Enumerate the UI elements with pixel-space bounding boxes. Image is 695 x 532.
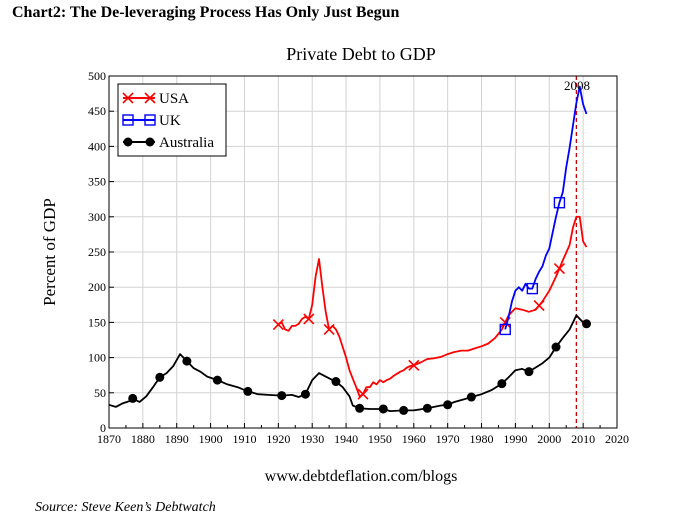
series-marker-usa-stroke xyxy=(272,318,284,331)
figure-heading: Chart2: The De-leveraging Process Has On… xyxy=(12,4,400,21)
series-marker-uk xyxy=(526,282,539,295)
x-tick-label: 2010 xyxy=(571,432,595,446)
series-marker-australia xyxy=(551,342,561,352)
source-note: Source: Steve Keen’s Debtwatch xyxy=(35,500,216,515)
x-tick-label: 2020 xyxy=(605,432,629,446)
x-tick-label: 1950 xyxy=(368,432,392,446)
legend-label-uk: UK xyxy=(159,113,181,129)
x-tick-label: 1870 xyxy=(97,432,121,446)
series-marker-usa-stroke xyxy=(408,359,420,371)
y-tick-label: 250 xyxy=(88,245,106,259)
series-marker-australia xyxy=(466,392,476,402)
y-axis-label: Percent of GDP xyxy=(40,198,59,306)
series-usa xyxy=(272,215,588,400)
legend-marker-usa xyxy=(122,92,134,104)
legend-item-uk: UK xyxy=(122,113,181,129)
chart-title: Private Debt to GDP xyxy=(286,44,435,64)
y-tick-label: 400 xyxy=(88,139,106,153)
series-marker-usa-stroke xyxy=(357,388,369,400)
series-marker-usa xyxy=(303,313,315,325)
y-tick-label: 150 xyxy=(88,315,106,329)
series-marker-australia xyxy=(399,405,409,415)
x-tick-label: 1880 xyxy=(131,432,155,446)
legend-item-usa: USA xyxy=(122,91,189,107)
series-marker-usa-stroke xyxy=(323,323,335,336)
y-tick-label: 0 xyxy=(100,421,106,435)
legend-marker-australia xyxy=(145,137,155,147)
series-uk xyxy=(499,85,588,336)
x-tick-label: 1970 xyxy=(436,432,460,446)
x-tick-label: 1940 xyxy=(334,432,358,446)
legend-marker-usa-stroke xyxy=(122,92,134,104)
series-marker-australia xyxy=(355,403,365,413)
y-tick-label: 200 xyxy=(88,280,106,294)
series-marker-usa xyxy=(533,299,545,312)
series-line-australia xyxy=(108,314,587,412)
series-marker-uk xyxy=(553,197,566,209)
y-tick-label: 50 xyxy=(94,386,106,400)
series-marker-usa xyxy=(357,388,369,400)
legend: USA UK Australia xyxy=(117,83,227,157)
series-marker-australia xyxy=(155,372,165,382)
series-layer xyxy=(108,85,592,415)
y-tick-label: 350 xyxy=(88,175,106,189)
annotation-2008: 2008 xyxy=(564,78,590,93)
x-tick-label: 2000 xyxy=(537,432,561,446)
series-marker-usa-stroke xyxy=(533,299,545,312)
series-line-uk xyxy=(504,85,588,330)
x-tick-label: 1990 xyxy=(503,432,527,446)
x-tick-label: 1900 xyxy=(199,432,223,446)
legend-marker-uk xyxy=(144,114,156,126)
series-marker-australia xyxy=(582,319,592,329)
legend-item-australia: Australia xyxy=(123,135,214,151)
grid xyxy=(109,76,617,428)
x-tick-label: 1910 xyxy=(232,432,256,446)
series-marker-uk xyxy=(499,323,511,336)
x-tick-label: 1980 xyxy=(470,432,494,446)
series-marker-australia xyxy=(443,400,453,410)
series-marker-usa xyxy=(553,262,565,275)
series-marker-usa xyxy=(408,359,420,371)
series-marker-australia xyxy=(243,386,253,396)
series-australia xyxy=(108,314,592,415)
series-marker-usa xyxy=(323,323,335,336)
y-tick-label: 500 xyxy=(88,69,106,83)
x-tick-label: 1960 xyxy=(402,432,426,446)
series-marker-usa-stroke xyxy=(553,262,565,275)
series-marker-australia xyxy=(331,377,341,387)
x-tick-label: 1890 xyxy=(165,432,189,446)
series-marker-australia xyxy=(524,367,534,377)
series-marker-australia xyxy=(378,404,388,414)
y-tick-label: 300 xyxy=(88,210,106,224)
x-tick-label: 1920 xyxy=(266,432,290,446)
series-marker-australia xyxy=(422,403,432,413)
axis-ticks: 1870 1880 1890 1900 1910 1920 1930 1940 1950 1960… xyxy=(88,69,629,446)
legend-label-usa: USA xyxy=(159,91,189,107)
legend-marker-australia xyxy=(123,137,133,147)
x-tick-label: 1930 xyxy=(300,432,324,446)
legend-marker-uk xyxy=(122,114,134,126)
series-marker-australia xyxy=(212,375,222,385)
y-tick-label: 450 xyxy=(88,104,106,118)
legend-marker-usa xyxy=(144,92,156,104)
series-marker-australia xyxy=(182,356,192,366)
series-marker-australia xyxy=(497,379,507,389)
series-marker-australia xyxy=(128,393,138,403)
series-marker-usa-stroke xyxy=(303,313,315,325)
series-marker-australia xyxy=(277,391,287,401)
legend-marker-usa-stroke xyxy=(144,92,156,104)
series-line-usa xyxy=(277,215,588,398)
series-marker-australia xyxy=(300,389,310,399)
x-axis-label: www.debtdeflation.com/blogs xyxy=(265,468,458,485)
y-tick-label: 100 xyxy=(88,351,106,365)
legend-label-australia: Australia xyxy=(159,135,214,151)
series-marker-usa xyxy=(272,318,284,331)
